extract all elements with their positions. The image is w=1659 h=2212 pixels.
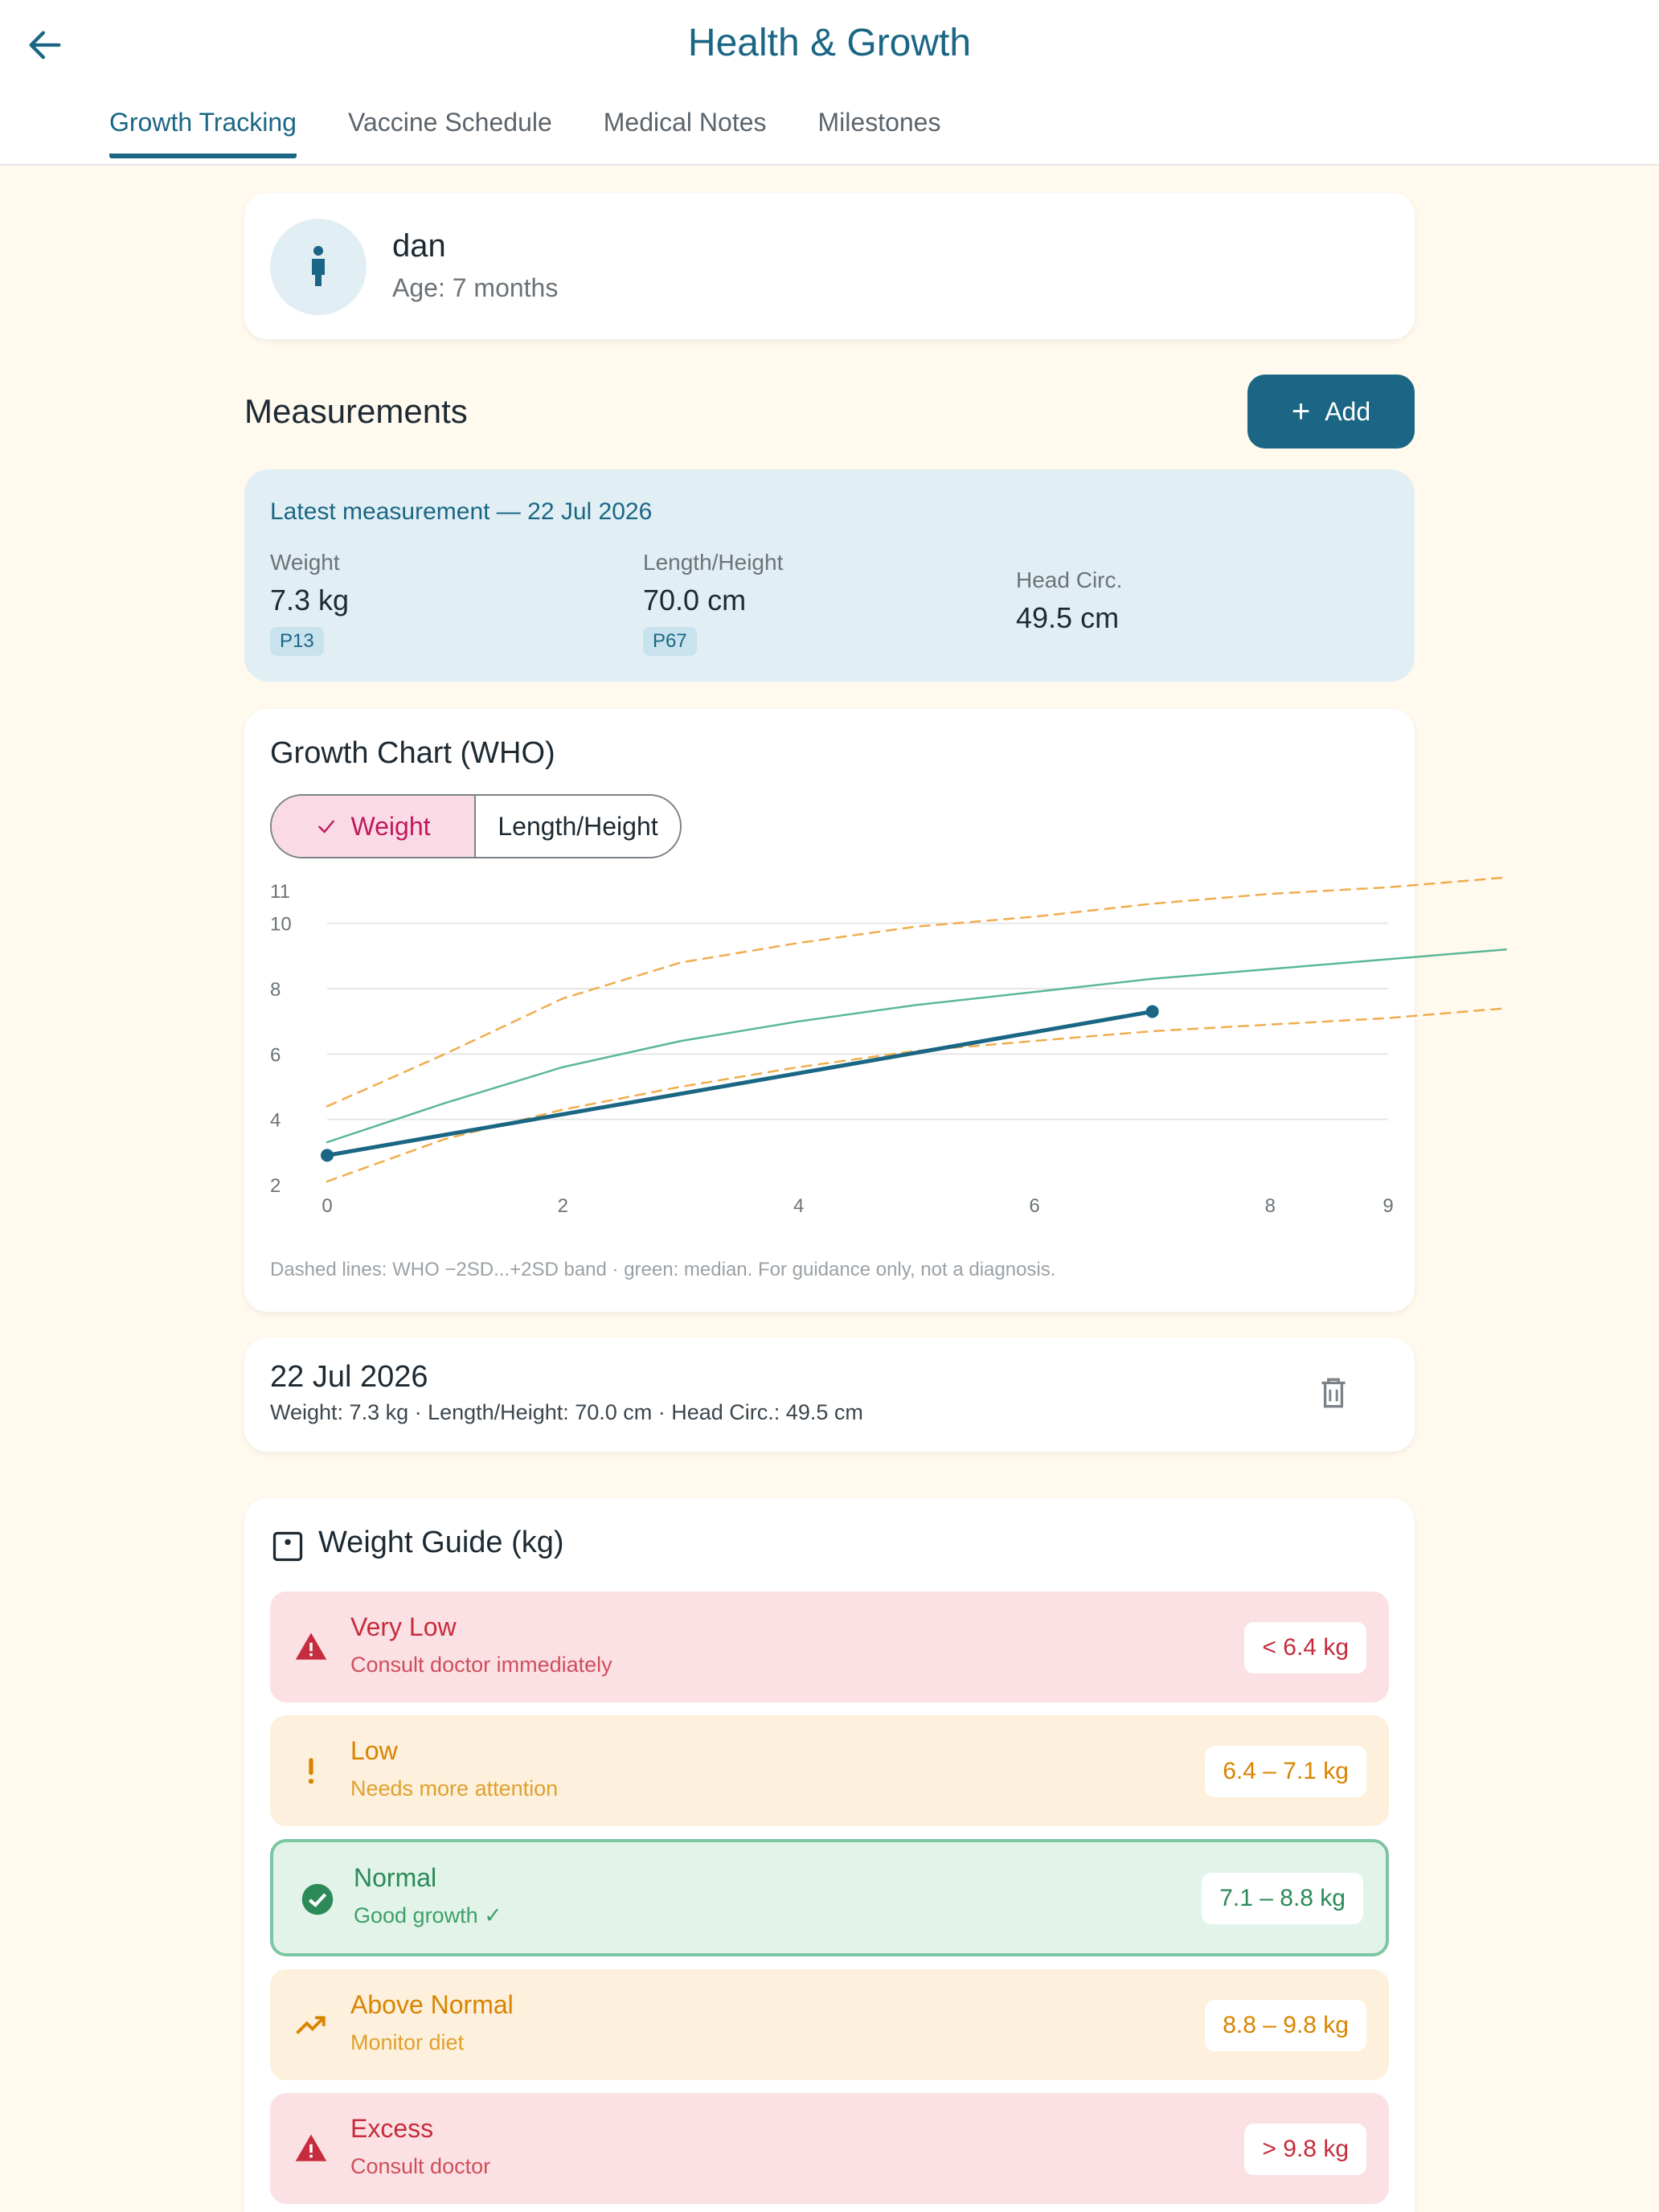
guide-band-low: Low Needs more attention 6.4 – 7.1 kg xyxy=(270,1715,1389,1826)
child-name: dan xyxy=(392,228,446,264)
plus-icon: + xyxy=(1291,394,1311,429)
check-icon xyxy=(318,820,335,834)
add-measurement-button[interactable]: + Add xyxy=(1247,375,1415,449)
band-range: < 6.4 kg xyxy=(1244,1622,1366,1673)
chart-x-tick-label: 8 xyxy=(1265,1195,1276,1217)
band-range: 6.4 – 7.1 kg xyxy=(1205,1746,1366,1797)
length-metric: Length/Height 70.0 cm P67 xyxy=(643,550,783,656)
tab-vaccine-schedule[interactable]: Vaccine Schedule xyxy=(347,108,552,137)
chart-title: Growth Chart (WHO) xyxy=(270,736,555,770)
band-name: Very Low xyxy=(350,1612,457,1641)
guide-band-excess: Excess Consult doctor > 9.8 kg xyxy=(270,2093,1389,2204)
child-icon xyxy=(312,246,325,286)
head-circ-label: Head Circ. xyxy=(1016,567,1123,592)
chart-y-tick-label: 10 xyxy=(270,914,292,936)
chart-y-tick-label: 6 xyxy=(270,1044,281,1066)
chart-series-child xyxy=(325,1010,1155,1157)
check-circle-icon xyxy=(301,1883,334,1915)
chart-series-median xyxy=(326,948,1507,1144)
add-button-label: Add xyxy=(1325,396,1371,426)
weight-value: 7.3 kg xyxy=(270,584,350,616)
chart-y-tick-label: 2 xyxy=(270,1175,281,1197)
exclamation-icon xyxy=(308,1758,314,1784)
child-profile-card: dan Age: 7 months xyxy=(244,193,1415,339)
head-circ-value: 49.5 cm xyxy=(1016,601,1120,634)
chart-y-tick-label: 11 xyxy=(270,881,290,903)
length-value: 70.0 cm xyxy=(643,584,747,616)
scale-icon xyxy=(272,1531,303,1562)
weight-metric: Weight 7.3 kg P13 xyxy=(270,550,349,656)
latest-measurement-card: Latest measurement — 22 Jul 2026 Weight … xyxy=(244,469,1415,682)
toggle-weight-label: Weight xyxy=(350,811,431,841)
band-name: Low xyxy=(350,1736,398,1765)
child-age: Age: 7 months xyxy=(392,273,559,302)
chart-x-tick-label: 0 xyxy=(322,1195,332,1217)
band-range: 7.1 – 8.8 kg xyxy=(1202,1873,1363,1924)
chart-x-tick-label: 4 xyxy=(793,1195,804,1217)
band-description: Needs more attention xyxy=(350,1776,559,1800)
latest-measurement-title: Latest measurement — 22 Jul 2026 xyxy=(270,498,653,525)
length-percentile-badge: P67 xyxy=(643,627,697,656)
weight-guide-title: Weight Guide (kg) xyxy=(318,1526,564,1559)
band-range: > 9.8 kg xyxy=(1244,2124,1366,2175)
entry-date: 22 Jul 2026 xyxy=(270,1360,428,1394)
weight-percentile-badge: P13 xyxy=(270,627,324,656)
growth-chart-card: Growth Chart (WHO) Weight Length/Height … xyxy=(244,709,1507,1312)
chart-metric-toggle: Weight Length/Height xyxy=(270,794,682,858)
band-description: Monitor diet xyxy=(350,2030,465,2054)
entry-detail: Weight: 7.3 kg · Length/Height: 70.0 cm … xyxy=(270,1400,863,1424)
band-description: Good growth ✓ xyxy=(354,1903,502,1927)
warning-icon xyxy=(295,1632,327,1660)
chart-point xyxy=(321,1149,334,1162)
chart-footnote: Dashed lines: WHO −2SD...+2SD band · gre… xyxy=(270,1259,1056,1280)
measurement-entry[interactable]: 22 Jul 2026 Weight: 7.3 kg · Length/Heig… xyxy=(244,1337,1415,1452)
tab-milestones[interactable]: Milestones xyxy=(817,108,941,137)
band-range: 8.8 – 9.8 kg xyxy=(1205,2000,1366,2051)
app-header: Health & Growth Growth Tracking Vaccine … xyxy=(0,0,1659,166)
tab-growth-tracking[interactable]: Growth Tracking xyxy=(109,108,297,158)
page-title: Health & Growth xyxy=(687,22,972,64)
band-name: Excess xyxy=(350,2114,434,2143)
chart-y-tick-label: 4 xyxy=(270,1110,281,1132)
growth-chart: 2 4 6 8 10 11 0 2 4 6 8 9 xyxy=(270,876,1507,1217)
chart-x-tick-label: 2 xyxy=(558,1195,568,1217)
toggle-length-height[interactable]: Length/Height xyxy=(498,811,658,841)
tab-bar: Growth Tracking Vaccine Schedule Medical… xyxy=(109,108,992,158)
chart-point xyxy=(1145,1005,1159,1018)
length-label: Length/Height xyxy=(643,550,784,575)
guide-band-above-normal: Above Normal Monitor diet 8.8 – 9.8 kg xyxy=(270,1969,1389,2080)
chart-y-tick-label: 8 xyxy=(270,979,281,1001)
avatar xyxy=(270,219,367,315)
chart-x-tick-label: 9 xyxy=(1382,1195,1393,1217)
band-name: Normal xyxy=(354,1863,437,1892)
guide-band-normal: Normal Good growth ✓ 7.1 – 8.8 kg xyxy=(270,1839,1389,1956)
chart-series-upper xyxy=(326,876,1507,1108)
guide-band-very-low: Very Low Consult doctor immediately < 6.… xyxy=(270,1591,1389,1702)
toggle-weight[interactable]: Weight xyxy=(272,796,476,857)
tab-medical-notes[interactable]: Medical Notes xyxy=(603,108,767,137)
weight-guide-card: Weight Guide (kg) Very Low Consult docto… xyxy=(244,1498,1415,2212)
head-circ-metric: Head Circ. 49.5 cm xyxy=(1016,567,1122,635)
back-arrow-icon[interactable] xyxy=(24,24,66,66)
band-description: Consult doctor immediately xyxy=(350,1653,612,1677)
weight-label: Weight xyxy=(270,550,340,575)
band-description: Consult doctor xyxy=(350,2154,491,2178)
band-name: Above Normal xyxy=(350,1990,514,2019)
chart-series-lower xyxy=(326,1007,1507,1183)
delete-icon[interactable] xyxy=(1313,1373,1354,1413)
warning-icon xyxy=(295,2134,327,2161)
chart-x-tick-label: 6 xyxy=(1029,1195,1039,1217)
measurements-title: Measurements xyxy=(244,392,468,430)
trending-up-icon xyxy=(296,2016,326,2034)
